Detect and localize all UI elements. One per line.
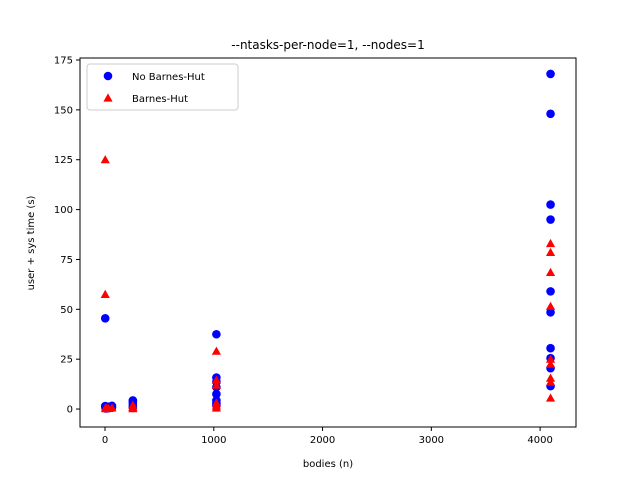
data-point (211, 380, 221, 389)
data-point (546, 109, 555, 119)
data-point (546, 343, 555, 353)
x-tick-label: 1000 (201, 435, 226, 446)
data-point (212, 329, 221, 339)
y-tick-label: 150 (54, 105, 73, 116)
y-tick-label: 50 (60, 305, 73, 316)
y-tick-label: 175 (54, 55, 73, 66)
y-tick-label: 25 (60, 355, 73, 366)
y-tick-label: 100 (54, 205, 73, 216)
data-point (128, 404, 138, 413)
data-point (545, 354, 556, 363)
data-point (545, 377, 556, 386)
plot-frame (79, 57, 577, 428)
data-point (100, 313, 110, 323)
legend-items: No Barnes-Hut Barnes-Hut (103, 71, 205, 105)
series-barnes-hut (100, 155, 556, 413)
data-point (211, 346, 221, 355)
y-tick-label: 0 (67, 405, 73, 416)
data-point (546, 215, 555, 224)
x-tick-label: 2000 (310, 435, 335, 446)
data-point (546, 200, 555, 209)
data-point (212, 389, 221, 399)
data-point (100, 289, 110, 298)
chart-title: --ntasks-per-node=1, --nodes=1 (231, 38, 424, 52)
plot-marks (100, 69, 556, 413)
data-point (546, 69, 555, 79)
legend-label: No Barnes-Hut (132, 72, 205, 83)
data-point (545, 301, 556, 310)
data-point (211, 403, 221, 412)
y-tick-label: 75 (60, 255, 73, 266)
data-point (100, 155, 110, 164)
legend-marker (103, 93, 113, 102)
data-point (545, 359, 556, 368)
legend: No Barnes-Hut Barnes-Hut (86, 63, 239, 111)
data-point (545, 238, 556, 248)
axes: 0 1000 2000 3000 4000 0 25 50 75 100 125 150 175 (54, 55, 577, 446)
legend-frame (86, 63, 239, 111)
data-point (546, 308, 555, 317)
y-tick-label: 125 (54, 155, 73, 166)
data-point (545, 393, 556, 402)
x-tick-label: 3000 (419, 435, 444, 446)
data-point (546, 287, 555, 296)
data-point (107, 403, 117, 412)
y-axis-label: user + sys time (s) (26, 195, 37, 290)
data-point (545, 247, 556, 257)
data-point (545, 267, 556, 277)
x-axis-label: bodies (n) (303, 459, 353, 470)
data-point (211, 375, 221, 384)
x-tick-label: 0 (102, 435, 108, 446)
legend-marker (103, 71, 113, 81)
legend-label: Barnes-Hut (132, 94, 188, 105)
x-tick-label: 4000 (527, 435, 552, 446)
